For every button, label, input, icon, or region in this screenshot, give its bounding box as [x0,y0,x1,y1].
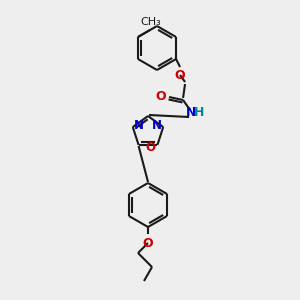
Text: H: H [194,106,204,118]
Text: N: N [152,118,162,132]
Text: O: O [155,89,166,103]
Text: O: O [143,237,153,250]
Text: N: N [134,118,144,132]
Text: CH₃: CH₃ [141,17,161,27]
Text: O: O [175,69,185,82]
Text: N: N [186,106,196,118]
Text: O: O [146,141,155,154]
